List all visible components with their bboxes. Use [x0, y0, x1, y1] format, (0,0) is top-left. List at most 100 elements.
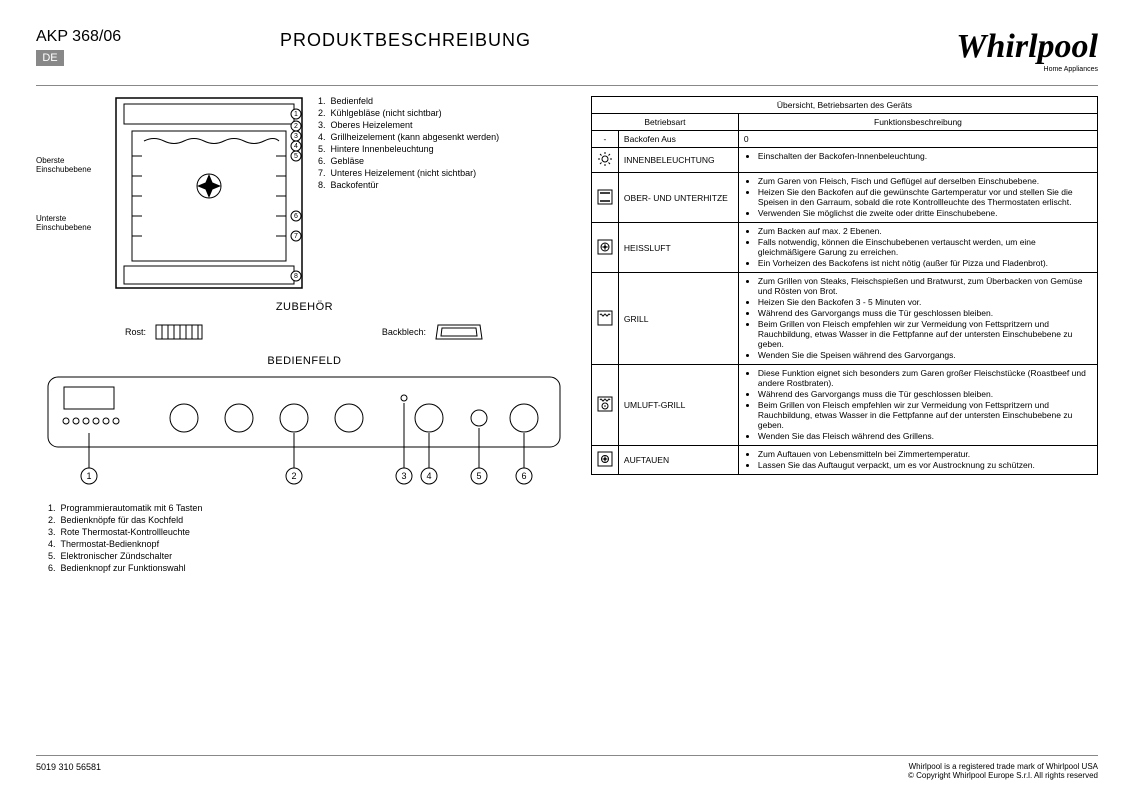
mode-name-cell: AUFTAUEN: [618, 446, 738, 475]
mode-desc-bullet: Diese Funktion eignet sich besonders zum…: [758, 368, 1092, 388]
mode-desc-bullet: Verwenden Sie möglichst die zweite oder …: [758, 208, 1092, 218]
svg-text:6: 6: [294, 213, 298, 220]
accessories-heading: ZUBEHÖR: [36, 301, 573, 313]
svg-text:1: 1: [294, 111, 298, 118]
rost-icon: [154, 319, 204, 345]
mode-desc-bullet: Während des Garvorgangs muss die Tür ges…: [758, 389, 1092, 399]
accessory-backblech: Backblech:: [382, 319, 484, 345]
mode-row: UMLUFT-GRILLDiese Funktion eignet sich b…: [591, 365, 1097, 446]
panel-item-3: 3. Rote Thermostat-Kontrollleuchte: [48, 527, 573, 537]
accessory-rost: Rost:: [125, 319, 204, 345]
right-column: Übersicht, Betriebsarten des Geräts Betr…: [591, 96, 1098, 575]
logo-subtitle: Home Appliances: [956, 66, 1098, 73]
panel-item-4: 4. Thermostat-Bedienknopf: [48, 539, 573, 549]
bottom-shelf-label: Unterste Einschubebene: [36, 214, 106, 232]
model-number: AKP 368/06: [36, 28, 121, 46]
mode-row: HEISSLUFTZum Backen auf max. 2 Ebenen.Fa…: [591, 223, 1097, 273]
mode-desc-bullet: Zum Auftauen von Lebensmitteln bei Zimme…: [758, 449, 1092, 459]
mode-name-cell: INNENBELEUCHTUNG: [618, 148, 738, 173]
page-title: PRODUKTBESCHREIBUNG: [280, 30, 531, 51]
mode-row: AUFTAUEN Zum Auftauen von Lebensmitteln b…: [591, 446, 1097, 475]
oven-part-5: 5. Hintere Innenbeleuchtung: [318, 144, 499, 154]
accessories-row: Rost: Backblech:: [36, 319, 573, 345]
left-column: Oberste Einschubebene Unterste Einschube…: [36, 96, 573, 575]
svg-text:2: 2: [292, 471, 297, 481]
mode-desc-cell: Zum Grillen von Steaks, Fleischspießen u…: [738, 273, 1097, 365]
footer-code: 5019 310 56581: [36, 762, 101, 780]
backblech-icon: [434, 319, 484, 345]
rost-label: Rost:: [125, 327, 146, 337]
main-content: Oberste Einschubebene Unterste Einschube…: [36, 96, 1098, 575]
oven-part-8: 8. Backofentür: [318, 180, 499, 190]
mode-desc-bullet: Während des Garvorgangs muss die Tür ges…: [758, 308, 1092, 318]
panel-heading: BEDIENFELD: [36, 355, 573, 367]
logo-text: Whirlpool: [956, 28, 1098, 66]
mode-desc-bullet: Zum Backen auf max. 2 Ebenen.: [758, 226, 1092, 236]
svg-text:7: 7: [294, 233, 298, 240]
oven-part-1: 1. Bedienfeld: [318, 96, 499, 106]
panel-item-5: 5. Elektronischer Zündschalter: [48, 551, 573, 561]
panel-legend: 1. Programmierautomatik mit 6 Tasten 2. …: [36, 503, 573, 573]
mode-desc-bullet: Zum Grillen von Steaks, Fleischspießen u…: [758, 276, 1092, 296]
mode-icon-cell: [591, 173, 618, 223]
mode-row: OBER- UND UNTERHITZE Zum Garen von Fleisc…: [591, 173, 1097, 223]
svg-text:8: 8: [294, 273, 298, 280]
oven-part-2: 2. Kühlgebläse (nicht sichtbar): [318, 108, 499, 118]
mode-icon-cell: -: [591, 131, 618, 148]
svg-text:6: 6: [522, 471, 527, 481]
mode-desc-cell: Zum Backen auf max. 2 Ebenen.Falls notwe…: [738, 223, 1097, 273]
oven-diagram-area: Oberste Einschubebene Unterste Einschube…: [36, 96, 573, 291]
mode-icon-cell: [591, 148, 618, 173]
mode-icon-cell: [591, 273, 618, 365]
oven-parts-legend: 1. Bedienfeld 2. Kühlgebläse (nicht sich…: [312, 96, 499, 291]
mode-desc-cell: Diese Funktion eignet sich besonders zum…: [738, 365, 1097, 446]
mode-name-cell: GRILL: [618, 273, 738, 365]
mode-desc-bullet: Zum Garen von Fleisch, Fisch und Geflüge…: [758, 176, 1092, 186]
svg-text:4: 4: [294, 143, 298, 150]
mode-name-cell: OBER- UND UNTERHITZE: [618, 173, 738, 223]
svg-text:4: 4: [427, 471, 432, 481]
mode-icon-cell: [591, 446, 618, 475]
panel-item-6: 6. Bedienknopf zur Funktionswahl: [48, 563, 573, 573]
oven-side-labels: Oberste Einschubebene Unterste Einschube…: [36, 96, 106, 291]
backblech-label: Backblech:: [382, 327, 426, 337]
mode-desc-bullet: Falls notwendig, können die Einschubeben…: [758, 237, 1092, 257]
mode-desc-bullet: Beim Grillen von Fleisch empfehlen wir z…: [758, 400, 1092, 430]
mode-row: INNENBELEUCHTUNG Einschalten der Backofen…: [591, 148, 1097, 173]
mode-desc-cell: Zum Auftauen von Lebensmitteln bei Zimme…: [738, 446, 1097, 475]
mode-row: GRILL Zum Grillen von Steaks, Fleischspie…: [591, 273, 1097, 365]
mode-desc-bullet: Wenden Sie die Speisen während des Garvo…: [758, 350, 1092, 360]
mode-name-cell: HEISSLUFT: [618, 223, 738, 273]
mode-desc-bullet: Beim Grillen von Fleisch empfehlen wir z…: [758, 319, 1092, 349]
panel-item-1: 1. Programmierautomatik mit 6 Tasten: [48, 503, 573, 513]
language-badge: DE: [36, 50, 64, 66]
mode-desc-bullet: Heizen Sie den Backofen auf die gewünsch…: [758, 187, 1092, 207]
col-mode-header: Betriebsart: [591, 114, 738, 131]
svg-text:5: 5: [477, 471, 482, 481]
mode-row: -Backofen Aus0: [591, 131, 1097, 148]
page-header: AKP 368/06 DE PRODUKTBESCHREIBUNG Whirlp…: [36, 28, 1098, 86]
svg-text:5: 5: [294, 153, 298, 160]
brand-logo: Whirlpool Home Appliances: [956, 28, 1098, 73]
mode-name-cell: Backofen Aus: [618, 131, 738, 148]
svg-text:3: 3: [294, 133, 298, 140]
mode-desc-cell: 0: [738, 131, 1097, 148]
mode-desc-bullet: Wenden Sie das Fleisch während des Grill…: [758, 431, 1092, 441]
modes-table: Übersicht, Betriebsarten des Geräts Betr…: [591, 96, 1098, 475]
oven-part-3: 3. Oberes Heizelement: [318, 120, 499, 130]
page-footer: 5019 310 56581 Whirlpool is a registered…: [36, 755, 1098, 780]
col-desc-header: Funktionsbeschreibung: [738, 114, 1097, 131]
control-panel-diagram: 1 2 3 4 5 6: [44, 373, 564, 493]
header-left: AKP 368/06 DE: [36, 28, 121, 66]
top-shelf-label: Oberste Einschubebene: [36, 156, 106, 174]
mode-icon-cell: [591, 365, 618, 446]
svg-text:3: 3: [402, 471, 407, 481]
mode-desc-bullet: Heizen Sie den Backofen 3 - 5 Minuten vo…: [758, 297, 1092, 307]
table-title: Übersicht, Betriebsarten des Geräts: [591, 97, 1097, 114]
mode-icon-cell: [591, 223, 618, 273]
mode-desc-bullet: Ein Vorheizen des Backofens ist nicht nö…: [758, 258, 1092, 268]
oven-part-7: 7. Unteres Heizelement (nicht sichtbar): [318, 168, 499, 178]
mode-desc-cell: Einschalten der Backofen-Innenbeleuchtun…: [738, 148, 1097, 173]
mode-desc-bullet: Lassen Sie das Auftaugut verpackt, um es…: [758, 460, 1092, 470]
mode-desc-bullet: Einschalten der Backofen-Innenbeleuchtun…: [758, 151, 1092, 161]
